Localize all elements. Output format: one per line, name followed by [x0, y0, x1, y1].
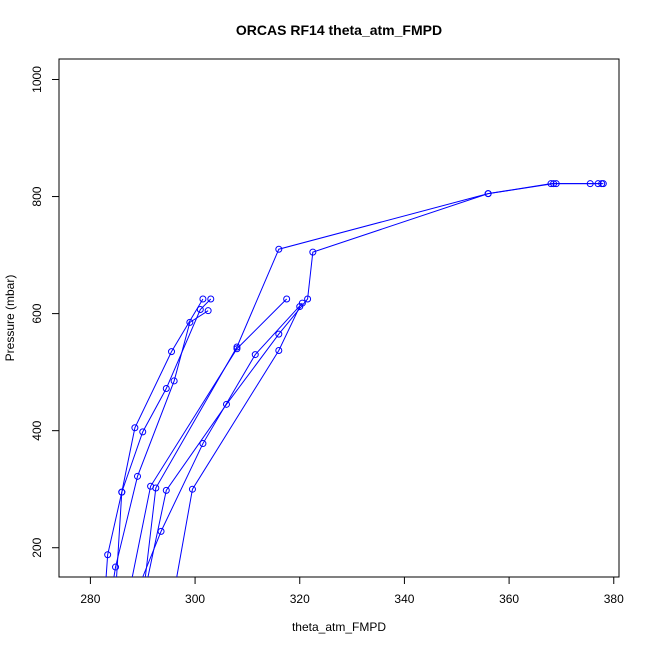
series-1-point-6: [199, 295, 207, 303]
series-2-point-2: [118, 488, 126, 496]
series-6-point-3: [222, 400, 230, 408]
series-6-point-5: [304, 295, 312, 303]
y-axis-label: Pressure (mbar): [3, 275, 17, 362]
series-8-point-2: [188, 485, 196, 493]
series-5-point-3: [233, 343, 241, 351]
series-4-point-4: [283, 295, 291, 303]
series-3-point-2: [112, 563, 120, 571]
series-3-point-5: [186, 318, 194, 326]
y-tick-label-200: 200: [30, 537, 44, 557]
series-layer: [104, 180, 607, 578]
series-1-point-5: [168, 348, 176, 356]
x-axis-ticks: 280 300 320 340 360 380: [80, 577, 624, 606]
plot-frame: [58, 58, 620, 578]
series-8-point-3: [275, 346, 283, 354]
series-1-point-2: [104, 551, 112, 559]
series-3-point-6: [204, 307, 212, 315]
series-2-point-4: [162, 385, 170, 393]
series-6-point-10: [599, 180, 607, 188]
x-tick-label-380: 380: [604, 592, 624, 606]
series-6-point-9: [586, 180, 594, 188]
series-7-point-4: [251, 351, 259, 359]
series-5-point-4: [275, 245, 283, 253]
series-4-line: [131, 298, 288, 578]
series-3-point-4: [170, 377, 178, 385]
series-1-line: [105, 298, 204, 578]
series-3-point-3: [134, 472, 142, 480]
y-tick-label-600: 600: [30, 303, 44, 323]
series-6-point-6: [309, 248, 317, 256]
x-tick-label-280: 280: [80, 592, 100, 606]
series-1-point-4: [131, 424, 139, 432]
series-6-point-8: [550, 180, 558, 188]
series-8-line: [176, 306, 301, 578]
series-2-point-3: [139, 428, 147, 436]
x-tick-label-320: 320: [290, 592, 310, 606]
series-5-line: [144, 183, 602, 578]
series-5-point-2: [152, 484, 160, 492]
series-2-line: [116, 298, 212, 578]
chart-title: ORCAS RF14 theta_atm_FMPD: [236, 22, 442, 38]
series-2-point-6: [207, 295, 215, 303]
x-tick-label-360: 360: [499, 592, 519, 606]
x-tick-label-340: 340: [394, 592, 414, 606]
series-6-line: [147, 183, 604, 578]
series-8-point-4: [296, 303, 304, 311]
series-7-line: [142, 302, 303, 578]
series-7-point-2: [157, 527, 165, 535]
series-6-point-4: [275, 330, 283, 338]
x-tick-label-300: 300: [185, 592, 205, 606]
x-axis-label: theta_atm_FMPD: [292, 620, 386, 634]
y-axis-ticks: 200 400 600 800 1000: [30, 66, 59, 558]
series-7-point-3: [199, 440, 207, 448]
series-6-point-7: [484, 190, 492, 198]
series-2-point-5: [196, 306, 204, 314]
y-tick-label-400: 400: [30, 420, 44, 440]
series-3-line: [113, 310, 209, 578]
y-tick-label-800: 800: [30, 186, 44, 206]
y-tick-label-1000: 1000: [30, 66, 44, 93]
series-6-point-2: [162, 486, 170, 494]
